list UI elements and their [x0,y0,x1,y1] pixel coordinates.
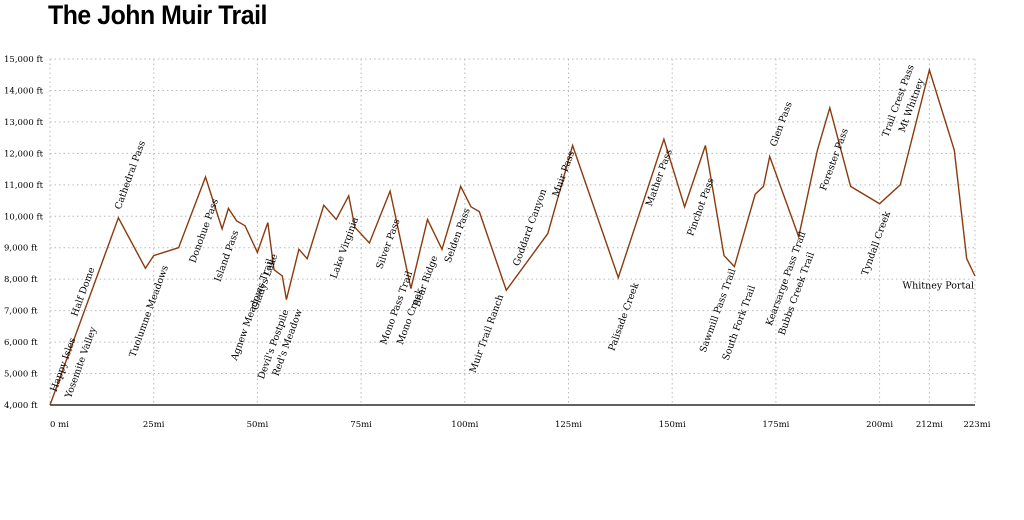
waypoint-label: Forester Pass [818,127,851,192]
x-tick-label: 100mi [451,420,478,430]
y-tick-label: 13,000 ft [4,118,44,128]
waypoint-label: Muir Pass [551,150,578,199]
waypoint-label: Muir Trail Ranch [468,293,507,374]
y-tick-label: 6,000 ft [4,338,38,348]
y-tick-label: 5,000 ft [4,370,38,380]
waypoint-label: Cathedral Pass [113,139,148,211]
y-tick-label: 7,000 ft [4,307,38,317]
y-tick-label: 15,000 ft [4,55,44,65]
chart-title: The John Muir Trail [48,0,267,30]
x-tick-label: 50mi [247,420,269,430]
waypoint-label: Whitney Portal [902,281,974,292]
waypoint-label: Tyndall Creek [860,210,893,277]
x-tick-label: 175mi [762,420,789,430]
x-tick-label: 200mi [866,420,893,430]
x-tick-label: 0 mi [50,420,69,430]
waypoint-label: Goddard Canyon [511,188,549,268]
y-tick-label: 4,000 ft [4,401,38,411]
y-tick-label: 11,000 ft [4,181,44,191]
waypoint-label: Silver Pass [374,217,402,270]
waypoint-label: Pinchot Pass [685,177,716,238]
y-tick-label: 12,000 ft [4,149,44,159]
y-tick-label: 10,000 ft [4,212,44,222]
y-tick-label: 8,000 ft [4,275,38,285]
waypoint-label: Island Pass [213,229,242,284]
x-tick-label: 223mi [963,420,990,430]
waypoint-label: Donohue Pass [188,197,221,264]
waypoint-label: Bear Ridge [412,254,441,309]
x-tick-label: 212mi [916,420,943,430]
elevation-profile-line [49,67,976,406]
waypoint-label: Selden Pass [443,207,473,265]
waypoint-label: Half Dome [69,265,97,318]
y-tick-label: 14,000 ft [4,86,44,96]
x-tick-label: 25mi [143,420,165,430]
waypoint-label: Tuolumne Meadows [128,264,172,359]
x-tick-label: 75mi [350,420,372,430]
waypoint-label: Mather Pass [644,148,675,208]
x-tick-label: 150mi [659,420,686,430]
y-tick-label: 9,000 ft [4,244,38,254]
waypoint-label: Glen Pass [768,100,794,148]
x-tick-label: 125mi [555,420,582,430]
